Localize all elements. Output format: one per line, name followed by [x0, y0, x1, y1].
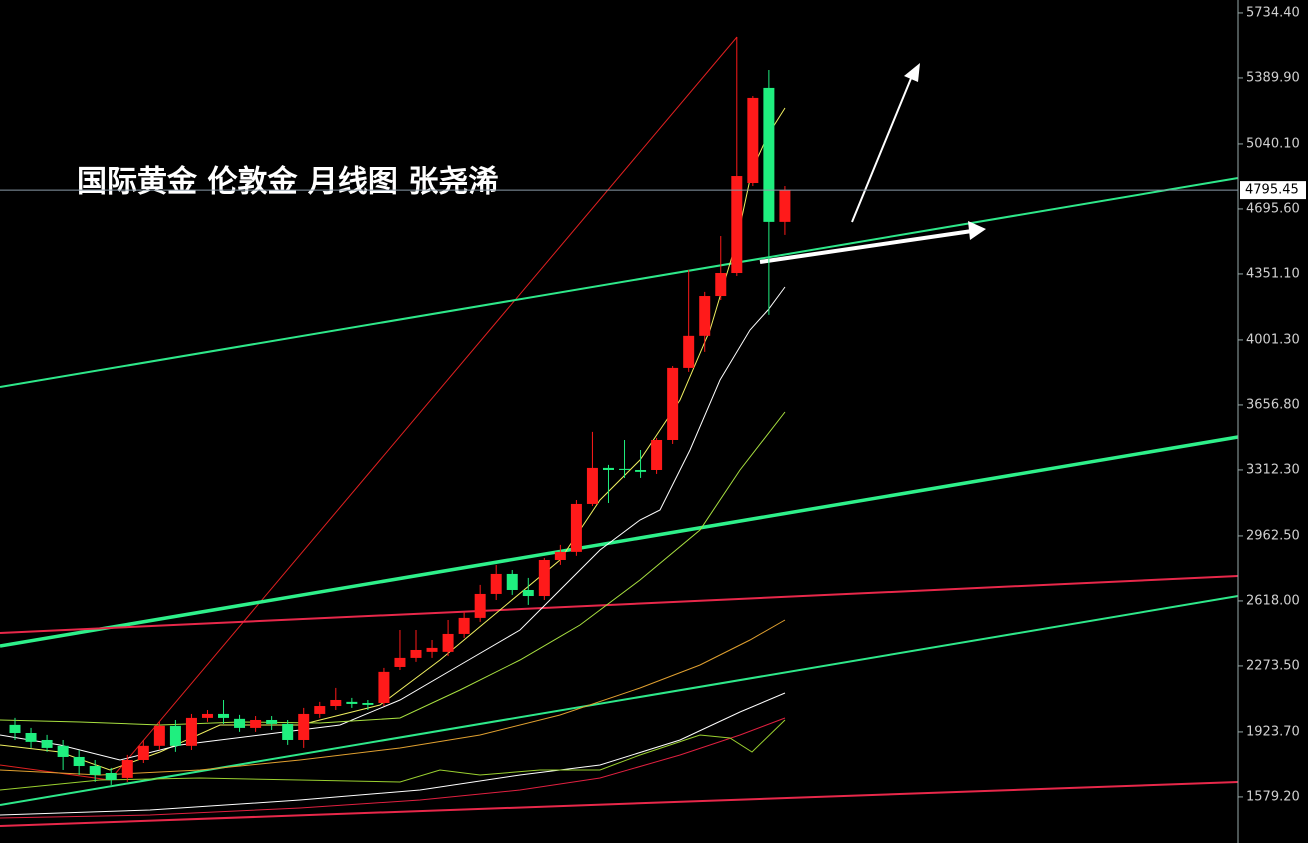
y-tick-label: 2273.50	[1246, 658, 1300, 673]
candle-body	[667, 367, 679, 440]
y-tick-label: 4351.10	[1246, 266, 1300, 281]
candle-body	[282, 723, 294, 740]
last-price-box	[1240, 181, 1306, 200]
ma-line	[0, 719, 786, 791]
y-tick-label: 5734.40	[1246, 5, 1300, 20]
candle-body	[538, 559, 550, 597]
candle-body	[554, 551, 566, 560]
y-tick-label: 4695.60	[1246, 201, 1300, 216]
candle-body	[474, 593, 486, 618]
y-tick-label: 4001.30	[1246, 332, 1300, 347]
candle-body	[41, 739, 53, 748]
trend-line	[0, 595, 1239, 806]
y-tick-label: 2962.50	[1246, 528, 1300, 543]
candle-body	[522, 589, 534, 597]
candle-body	[57, 745, 69, 757]
candle-body	[266, 719, 278, 724]
y-tick-label: 3312.30	[1246, 462, 1300, 477]
trend-line	[0, 781, 1239, 827]
candle-body	[715, 273, 727, 297]
trend-line	[0, 177, 1239, 388]
ma-line	[0, 717, 786, 819]
candle-body	[9, 724, 21, 734]
ma-line	[0, 411, 786, 726]
overlays	[0, 36, 1239, 827]
candle-body	[602, 467, 614, 470]
arrow	[851, 75, 913, 223]
last-price-label: 4795.45	[1245, 183, 1299, 198]
ma-line	[0, 619, 786, 776]
candle-body	[153, 725, 165, 746]
candle-body	[394, 657, 406, 667]
arrow-head	[904, 63, 920, 82]
candle-body	[635, 469, 647, 472]
candle-body	[218, 713, 230, 718]
candle-body	[314, 706, 326, 714]
candle-body	[426, 647, 438, 652]
y-tick-label: 5389.90	[1246, 70, 1300, 85]
y-tick-label: 1923.70	[1246, 724, 1300, 739]
candle-body	[169, 725, 181, 746]
candle-body	[346, 701, 358, 704]
candle-body	[73, 756, 85, 767]
candle-body	[121, 759, 133, 778]
candle-body	[185, 717, 197, 746]
y-tick-label: 1579.20	[1246, 789, 1300, 804]
candle-body	[779, 190, 791, 222]
trend-line	[109, 36, 738, 781]
ma-line	[0, 692, 786, 816]
candle-body	[89, 766, 101, 775]
candle-body	[362, 703, 374, 705]
candle-body	[490, 573, 502, 594]
candle-body	[458, 617, 470, 634]
y-tick-label: 3656.80	[1246, 397, 1300, 412]
trend-line	[0, 435, 1239, 648]
candle-body	[570, 503, 582, 552]
candle-body	[442, 633, 454, 652]
trend-line	[0, 575, 1239, 634]
candle-body	[25, 733, 37, 742]
chart-title: 国际黄金 伦敦金 月线图 张尧浠	[77, 165, 498, 200]
candle-body	[234, 718, 246, 728]
candle-body	[651, 439, 663, 470]
candle-body	[586, 467, 598, 504]
candle-body	[105, 773, 117, 780]
candle-body	[506, 573, 518, 590]
candle-body	[619, 468, 631, 470]
candle-body	[137, 745, 149, 760]
candle-body	[201, 713, 213, 718]
candle-body	[250, 719, 262, 728]
ma-line	[0, 286, 786, 761]
candle-body	[410, 649, 422, 658]
candle-body	[330, 699, 342, 707]
candle-body	[747, 97, 759, 184]
candle-body	[683, 335, 695, 368]
candle-body	[298, 713, 310, 740]
candle-body	[731, 176, 743, 274]
candle-body	[378, 671, 390, 704]
y-tick-label: 5040.10	[1246, 136, 1300, 151]
arrow	[759, 229, 973, 264]
arrow-head	[968, 221, 986, 240]
y-tick-label: 2618.00	[1246, 593, 1300, 608]
candle-body	[699, 296, 711, 336]
candle-body	[763, 87, 775, 222]
